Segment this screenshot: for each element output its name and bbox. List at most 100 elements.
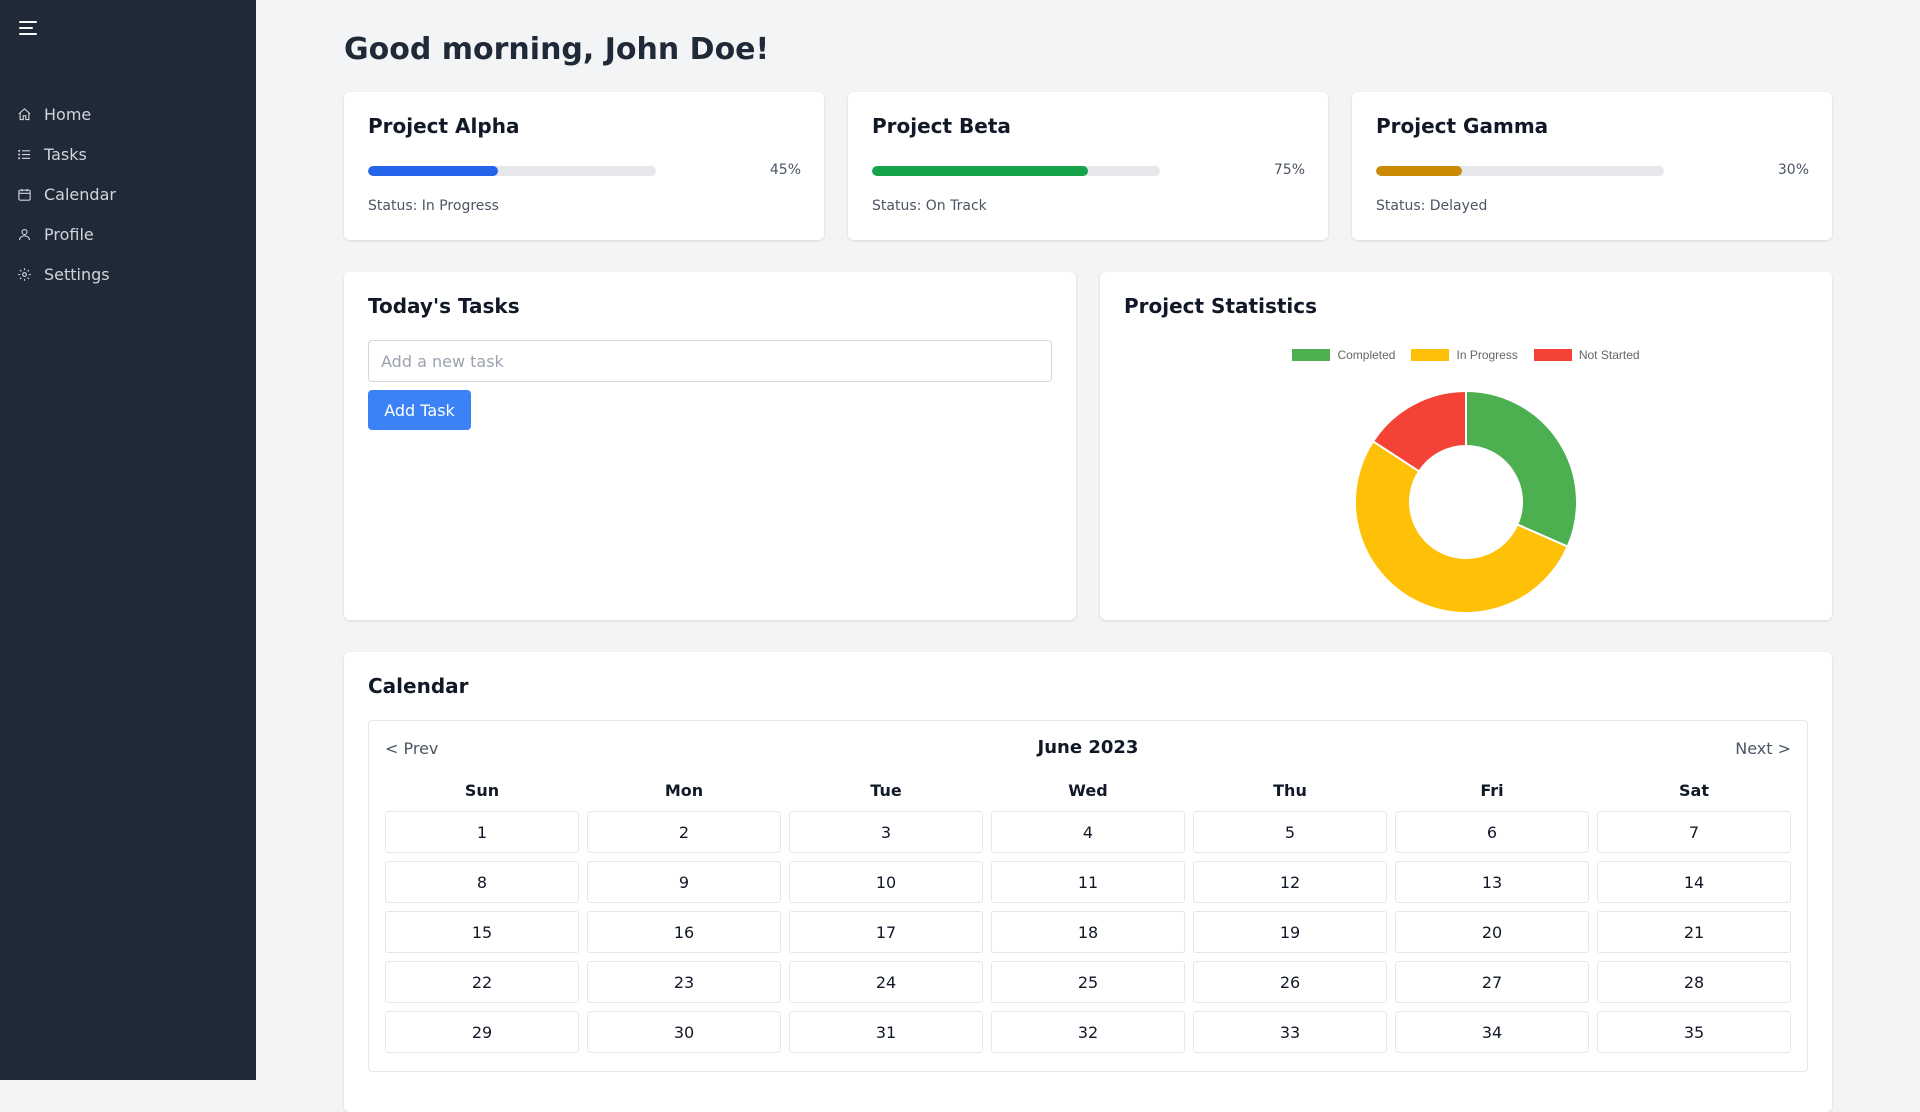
sidebar-item-label: Profile xyxy=(44,224,94,244)
project-card: Project Beta 75% Status: On Track xyxy=(848,92,1328,240)
weekday-label: Sun xyxy=(464,781,500,800)
tasks-title: Today's Tasks xyxy=(368,294,520,318)
progress-bar xyxy=(1376,166,1664,176)
donut-slice-in-progress[interactable] xyxy=(1354,439,1569,612)
legend-label: Not Started xyxy=(1578,348,1640,362)
calendar-day[interactable]: 11 xyxy=(991,861,1185,903)
calendar-day[interactable]: 31 xyxy=(789,1011,983,1053)
calendar-day[interactable]: 25 xyxy=(991,961,1185,1003)
calendar-day[interactable]: 10 xyxy=(789,861,983,903)
legend-swatch xyxy=(1292,349,1331,361)
legend-item[interactable]: In Progress xyxy=(1411,348,1518,362)
calendar-day[interactable]: 19 xyxy=(1193,911,1387,953)
sidebar-item-home[interactable]: Home xyxy=(0,94,256,134)
calendar-grid: 1 2 3 4 5 6 7 8 9 10 11 12 13 14 15 16 17 18 19 20 21 22 23 24 2… xyxy=(385,811,1793,1053)
calendar-day[interactable]: 21 xyxy=(1597,911,1791,953)
legend-swatch xyxy=(1533,349,1572,361)
calendar-day[interactable]: 33 xyxy=(1193,1011,1387,1053)
calendar-day[interactable]: 32 xyxy=(991,1011,1185,1053)
calendar-icon xyxy=(16,186,32,202)
donut-chart xyxy=(1354,389,1578,612)
calendar-day[interactable]: 27 xyxy=(1395,961,1589,1003)
sidebar-item-tasks[interactable]: Tasks xyxy=(0,134,256,174)
new-task-input[interactable] xyxy=(368,340,1052,382)
sidebar-item-label: Calendar xyxy=(44,184,116,204)
progress-percent: 30% xyxy=(1777,162,1809,178)
progress-percent: 75% xyxy=(1273,162,1305,178)
calendar-day[interactable]: 34 xyxy=(1395,1011,1589,1053)
calendar-day[interactable]: 3 xyxy=(789,811,983,853)
statistics-card: Project Statistics Completed In Progress… xyxy=(1100,272,1832,620)
legend-label: Completed xyxy=(1337,348,1396,362)
calendar-day[interactable]: 1 xyxy=(385,811,579,853)
progress-fill xyxy=(368,166,498,176)
calendar-day[interactable]: 22 xyxy=(385,961,579,1003)
sidebar-item-calendar[interactable]: Calendar xyxy=(0,174,256,214)
tasks-card: Today's Tasks Add Task xyxy=(344,272,1076,620)
sidebar-item-label: Home xyxy=(44,104,92,124)
progress-percent: 45% xyxy=(769,162,801,178)
calendar-day[interactable]: 29 xyxy=(385,1011,579,1053)
calendar-day[interactable]: 28 xyxy=(1597,961,1791,1003)
legend-swatch xyxy=(1411,349,1450,361)
calendar-day[interactable]: 15 xyxy=(385,911,579,953)
calendar-day[interactable]: 8 xyxy=(385,861,579,903)
calendar-day[interactable]: 5 xyxy=(1193,811,1387,853)
project-status: Status: Delayed xyxy=(1376,198,1488,214)
calendar-day[interactable]: 9 xyxy=(587,861,781,903)
menu-toggle-icon[interactable] xyxy=(19,20,37,36)
sidebar-item-profile[interactable]: Profile xyxy=(0,214,256,254)
legend-item[interactable]: Not Started xyxy=(1533,348,1640,362)
calendar-month-label: June 2023 xyxy=(1037,737,1139,758)
progress-fill xyxy=(872,166,1088,176)
home-icon xyxy=(16,106,32,122)
calendar-day[interactable]: 30 xyxy=(587,1011,781,1053)
weekday-label: Thu xyxy=(1273,781,1307,800)
legend-label: In Progress xyxy=(1456,348,1518,362)
legend-item[interactable]: Completed xyxy=(1292,348,1395,362)
calendar-day[interactable]: 7 xyxy=(1597,811,1791,853)
weekday-label: Wed xyxy=(1068,781,1108,800)
calendar-day[interactable]: 35 xyxy=(1597,1011,1791,1053)
list-icon xyxy=(16,146,32,162)
project-card: Project Alpha 45% Status: In Progress xyxy=(344,92,824,240)
prev-month-button[interactable]: < Prev xyxy=(385,739,439,758)
next-month-button[interactable]: Next > xyxy=(1735,739,1791,758)
page-title: Good morning, John Doe! xyxy=(344,32,770,67)
calendar-card: Calendar June 2023 < Prev Next > Sun Mon T… xyxy=(344,652,1832,1112)
donut-slice-not-started[interactable] xyxy=(1371,389,1467,473)
project-title: Project Alpha xyxy=(368,114,520,138)
sidebar-nav: Home Tasks Calendar Profile Settings xyxy=(0,94,256,294)
weekday-label: Mon xyxy=(664,781,704,800)
sidebar-item-settings[interactable]: Settings xyxy=(0,254,256,294)
add-task-button[interactable]: Add Task xyxy=(368,390,471,430)
donut-slice-completed[interactable] xyxy=(1465,389,1578,548)
calendar-day[interactable]: 20 xyxy=(1395,911,1589,953)
calendar-day[interactable]: 18 xyxy=(991,911,1185,953)
calendar-day[interactable]: 26 xyxy=(1193,961,1387,1003)
chart-legend: Completed In Progress Not Started xyxy=(1100,348,1832,362)
sidebar: Home Tasks Calendar Profile Settings xyxy=(0,0,256,1080)
calendar-title: Calendar xyxy=(368,674,469,698)
project-card: Project Gamma 30% Status: Delayed xyxy=(1352,92,1832,240)
progress-bar xyxy=(872,166,1160,176)
calendar-day[interactable]: 2 xyxy=(587,811,781,853)
calendar-day[interactable]: 17 xyxy=(789,911,983,953)
sidebar-item-label: Settings xyxy=(44,264,110,284)
gear-icon xyxy=(16,266,32,282)
project-title: Project Gamma xyxy=(1376,114,1549,138)
weekday-label: Tue xyxy=(870,781,902,800)
calendar-day[interactable]: 14 xyxy=(1597,861,1791,903)
calendar-day[interactable]: 24 xyxy=(789,961,983,1003)
progress-bar xyxy=(368,166,656,176)
calendar-day[interactable]: 13 xyxy=(1395,861,1589,903)
calendar-day[interactable]: 6 xyxy=(1395,811,1589,853)
sidebar-item-label: Tasks xyxy=(44,144,87,164)
project-title: Project Beta xyxy=(872,114,1011,138)
calendar-day[interactable]: 16 xyxy=(587,911,781,953)
weekday-label: Fri xyxy=(1480,781,1504,800)
calendar-day[interactable]: 4 xyxy=(991,811,1185,853)
user-icon xyxy=(16,226,32,242)
calendar-day[interactable]: 23 xyxy=(587,961,781,1003)
calendar-day[interactable]: 12 xyxy=(1193,861,1387,903)
